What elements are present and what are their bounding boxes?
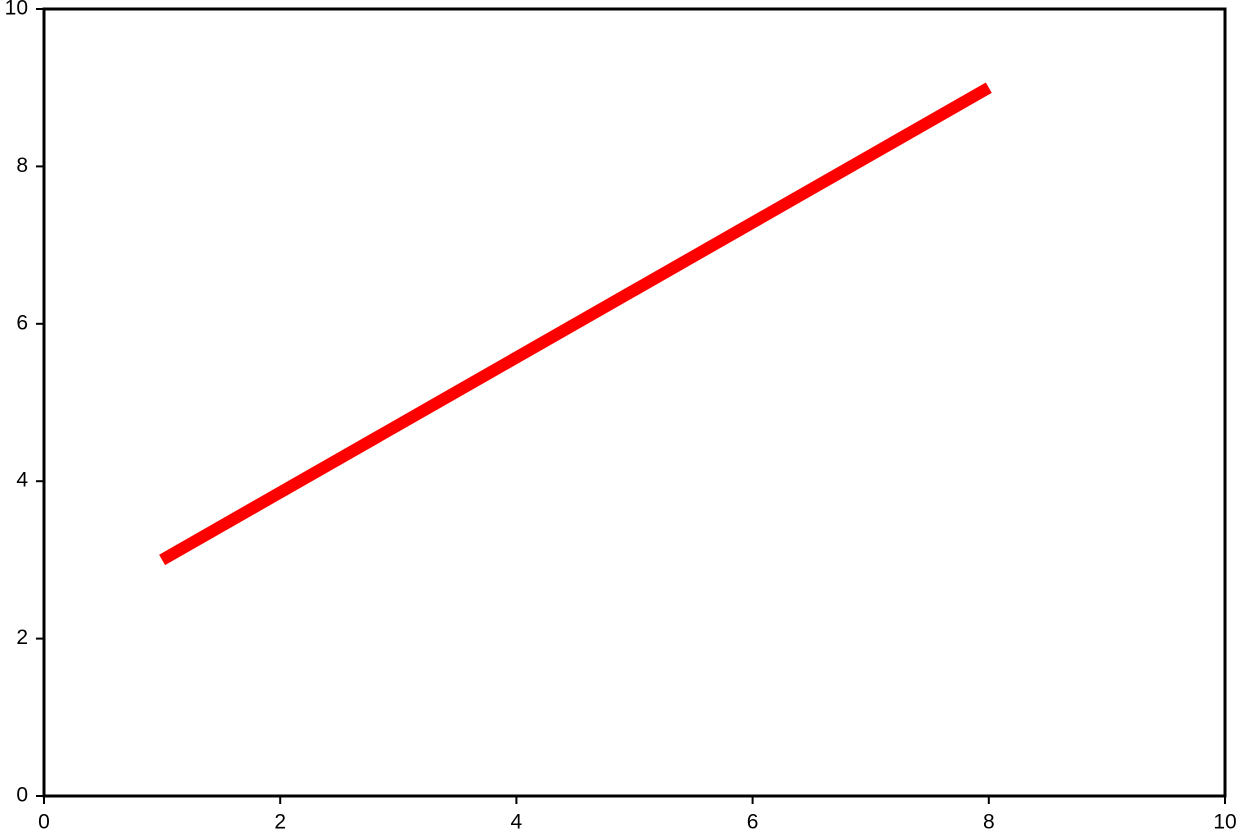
x-tick-label: 0 (38, 811, 50, 834)
y-tick-label: 2 (16, 626, 28, 649)
y-tick-label: 10 (5, 0, 28, 20)
x-tick-label: 6 (747, 811, 759, 834)
plot-frame (42, 7, 1227, 798)
y-tick-label: 8 (16, 154, 28, 177)
x-tick-label: 8 (983, 811, 995, 834)
y-tick-label: 0 (16, 784, 28, 807)
x-tick-label: 4 (511, 811, 523, 834)
y-tick-label: 4 (16, 469, 28, 492)
data-line (159, 82, 992, 566)
y-tick-label: 6 (16, 311, 28, 334)
x-tick-label: 10 (1213, 811, 1236, 834)
x-tick-label: 2 (274, 811, 286, 834)
